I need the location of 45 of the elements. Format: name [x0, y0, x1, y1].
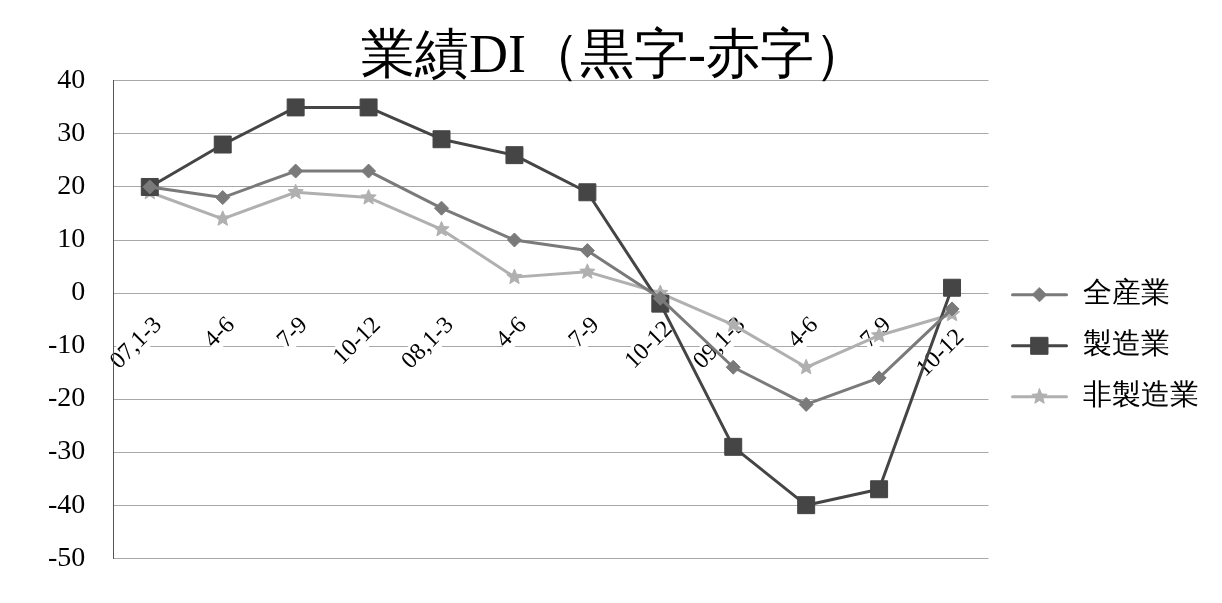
y-tick-label: -50 [48, 540, 86, 572]
y-tick-label: -30 [48, 434, 86, 466]
point [506, 232, 522, 248]
point [870, 480, 889, 499]
point [652, 290, 668, 306]
chart-title: 業績DI（黒字-赤字） [361, 24, 868, 85]
point [724, 437, 743, 456]
x-tick-label: 4-6 [489, 311, 531, 353]
point [871, 370, 887, 386]
point [798, 358, 815, 375]
x-tick-label: 7-9 [271, 311, 313, 353]
point [287, 183, 304, 200]
point [579, 263, 596, 279]
y-tick-label: 40 [57, 63, 86, 95]
point [286, 98, 305, 117]
y-tick-label: 30 [57, 116, 86, 148]
x-tick-label: 4-6 [781, 311, 823, 353]
y-tick-label: 0 [71, 275, 86, 307]
y-tick-label: -40 [48, 487, 86, 519]
point [797, 496, 816, 515]
point [579, 243, 595, 259]
point [359, 98, 378, 117]
point [506, 268, 523, 285]
x-tick-label: 7-9 [562, 311, 604, 353]
point [944, 301, 960, 317]
point [943, 278, 962, 297]
y-tick-label: -10 [48, 328, 86, 360]
point [432, 130, 451, 149]
point [213, 135, 232, 154]
point [434, 200, 450, 216]
point [215, 190, 231, 206]
point [433, 220, 450, 237]
y-tick-label: -20 [48, 381, 86, 413]
y-tick-label: 10 [57, 222, 86, 254]
point [360, 189, 377, 205]
point [578, 183, 597, 202]
x-tick-label: 4-6 [198, 311, 240, 353]
legend-label: 製造業 [1083, 326, 1170, 361]
point [505, 146, 524, 165]
y-tick-label: 20 [57, 169, 86, 201]
point [288, 163, 304, 179]
point [361, 163, 377, 179]
legend-label: 全産業 [1083, 275, 1170, 310]
legend-label: 非製造業 [1083, 377, 1199, 412]
point [798, 396, 814, 412]
